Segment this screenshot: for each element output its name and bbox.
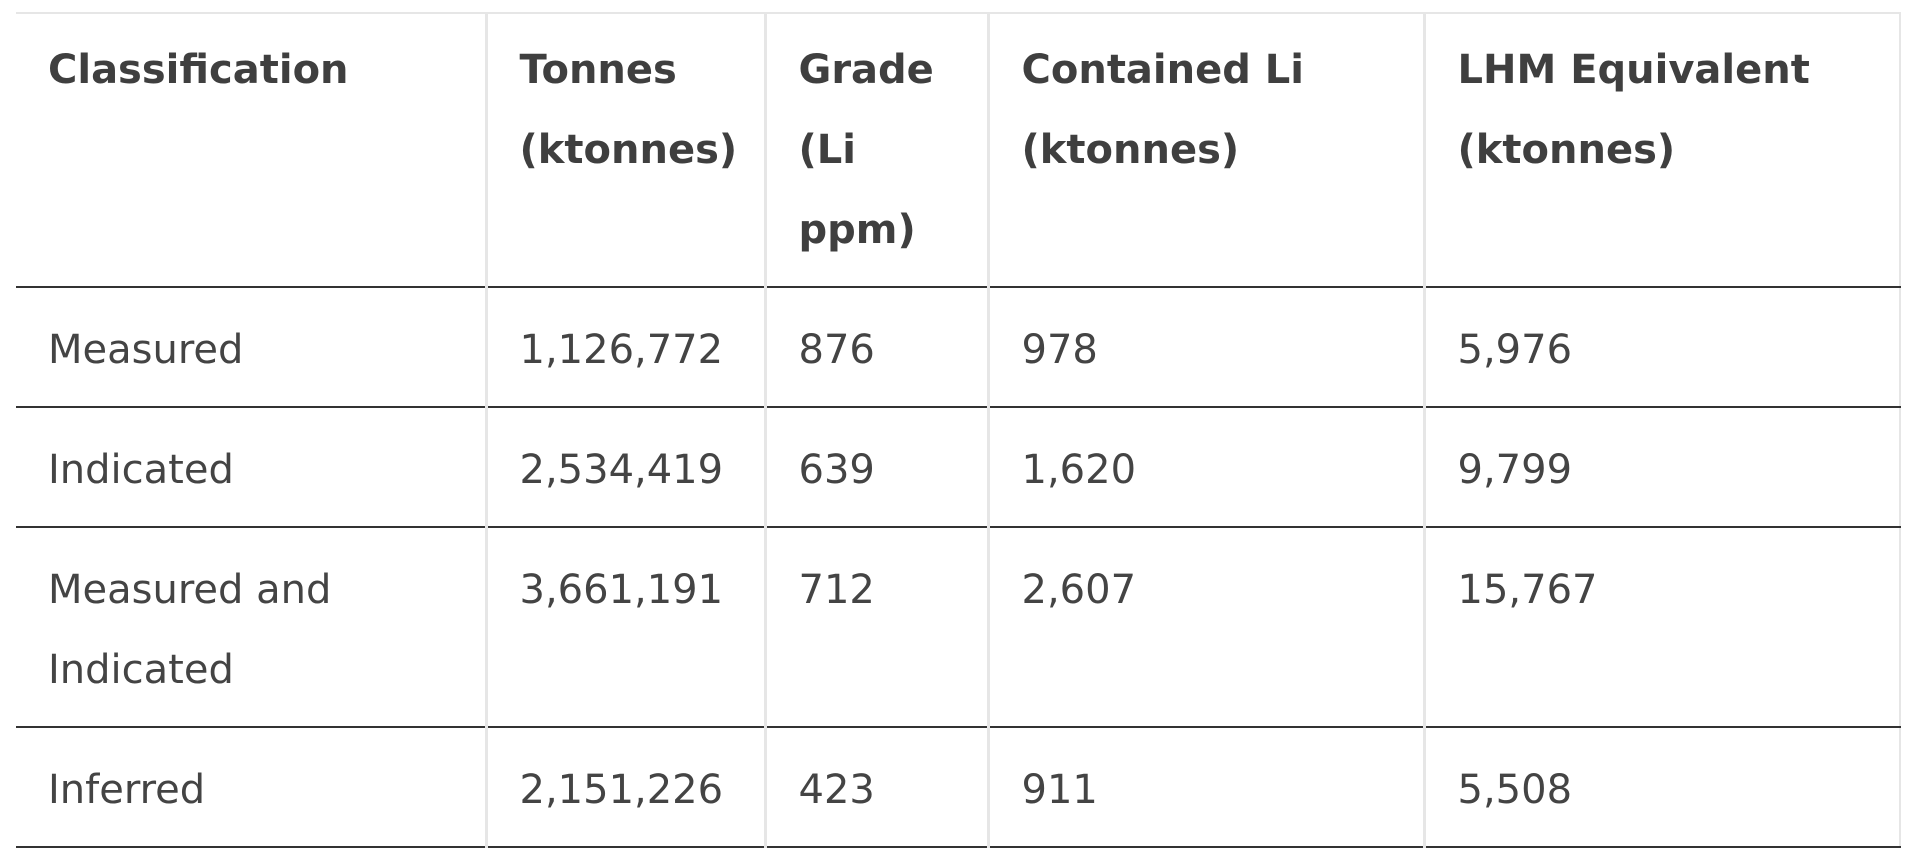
cell-contained-li: 1,620 [986,407,1424,528]
header-tonnes: Tonnes (ktonnes) [484,12,765,288]
header-lhm-equivalent-line2: (ktonnes) [1457,127,1676,173]
resource-table-container: Classification Tonnes (ktonnes) Grade (L… [16,12,1901,848]
cell-classification: Inferred [16,727,486,848]
header-classification: Classification [16,12,486,288]
cell-lhm-equivalent: 5,508 [1422,727,1901,848]
cell-tonnes: 1,126,772 [484,287,765,408]
header-grade-line2: (Li [798,127,856,173]
cell-grade: 639 [763,407,988,528]
cell-lhm-equivalent: 9,799 [1422,407,1901,528]
cell-lhm-equivalent: 5,976 [1422,287,1901,408]
header-classification-text: Classification [48,47,349,93]
table-row: Indicated 2,534,419 639 1,620 9,799 [16,407,1901,528]
cell-grade: 423 [763,727,988,848]
cell-classification: Measured [16,287,486,408]
cell-grade: 712 [763,527,988,728]
header-grade: Grade (Li ppm) [763,12,988,288]
cell-contained-li: 2,607 [986,527,1424,728]
header-lhm-equivalent: LHM Equivalent (ktonnes) [1422,12,1901,288]
header-grade-line3: ppm) [798,207,916,253]
cell-tonnes: 2,151,226 [484,727,765,848]
table-header: Classification Tonnes (ktonnes) Grade (L… [16,12,1901,288]
cell-contained-li: 911 [986,727,1424,848]
cell-contained-li: 978 [986,287,1424,408]
header-tonnes-line2: (ktonnes) [519,127,738,173]
header-contained-li-line1: Contained Li [1021,47,1305,93]
cell-lhm-equivalent: 15,767 [1422,527,1901,728]
table-body: Measured 1,126,772 876 978 5,976 Indicat… [16,287,1901,848]
table-row: Inferred 2,151,226 423 911 5,508 [16,727,1901,848]
header-tonnes-line1: Tonnes [519,47,677,93]
cell-classification: Measured and Indicated [16,527,486,728]
cell-classification: Indicated [16,407,486,528]
cell-tonnes: 2,534,419 [484,407,765,528]
header-contained-li-line2: (ktonnes) [1021,127,1240,173]
table-row: Measured 1,126,772 876 978 5,976 [16,287,1901,408]
header-row: Classification Tonnes (ktonnes) Grade (L… [16,12,1901,288]
table-row: Measured and Indicated 3,661,191 712 2,6… [16,527,1901,728]
resource-estimate-table: Classification Tonnes (ktonnes) Grade (L… [16,12,1901,848]
header-contained-li: Contained Li (ktonnes) [986,12,1424,288]
header-lhm-equivalent-line1: LHM Equivalent [1457,47,1810,93]
cell-tonnes: 3,661,191 [484,527,765,728]
header-grade-line1: Grade [798,47,934,93]
cell-grade: 876 [763,287,988,408]
